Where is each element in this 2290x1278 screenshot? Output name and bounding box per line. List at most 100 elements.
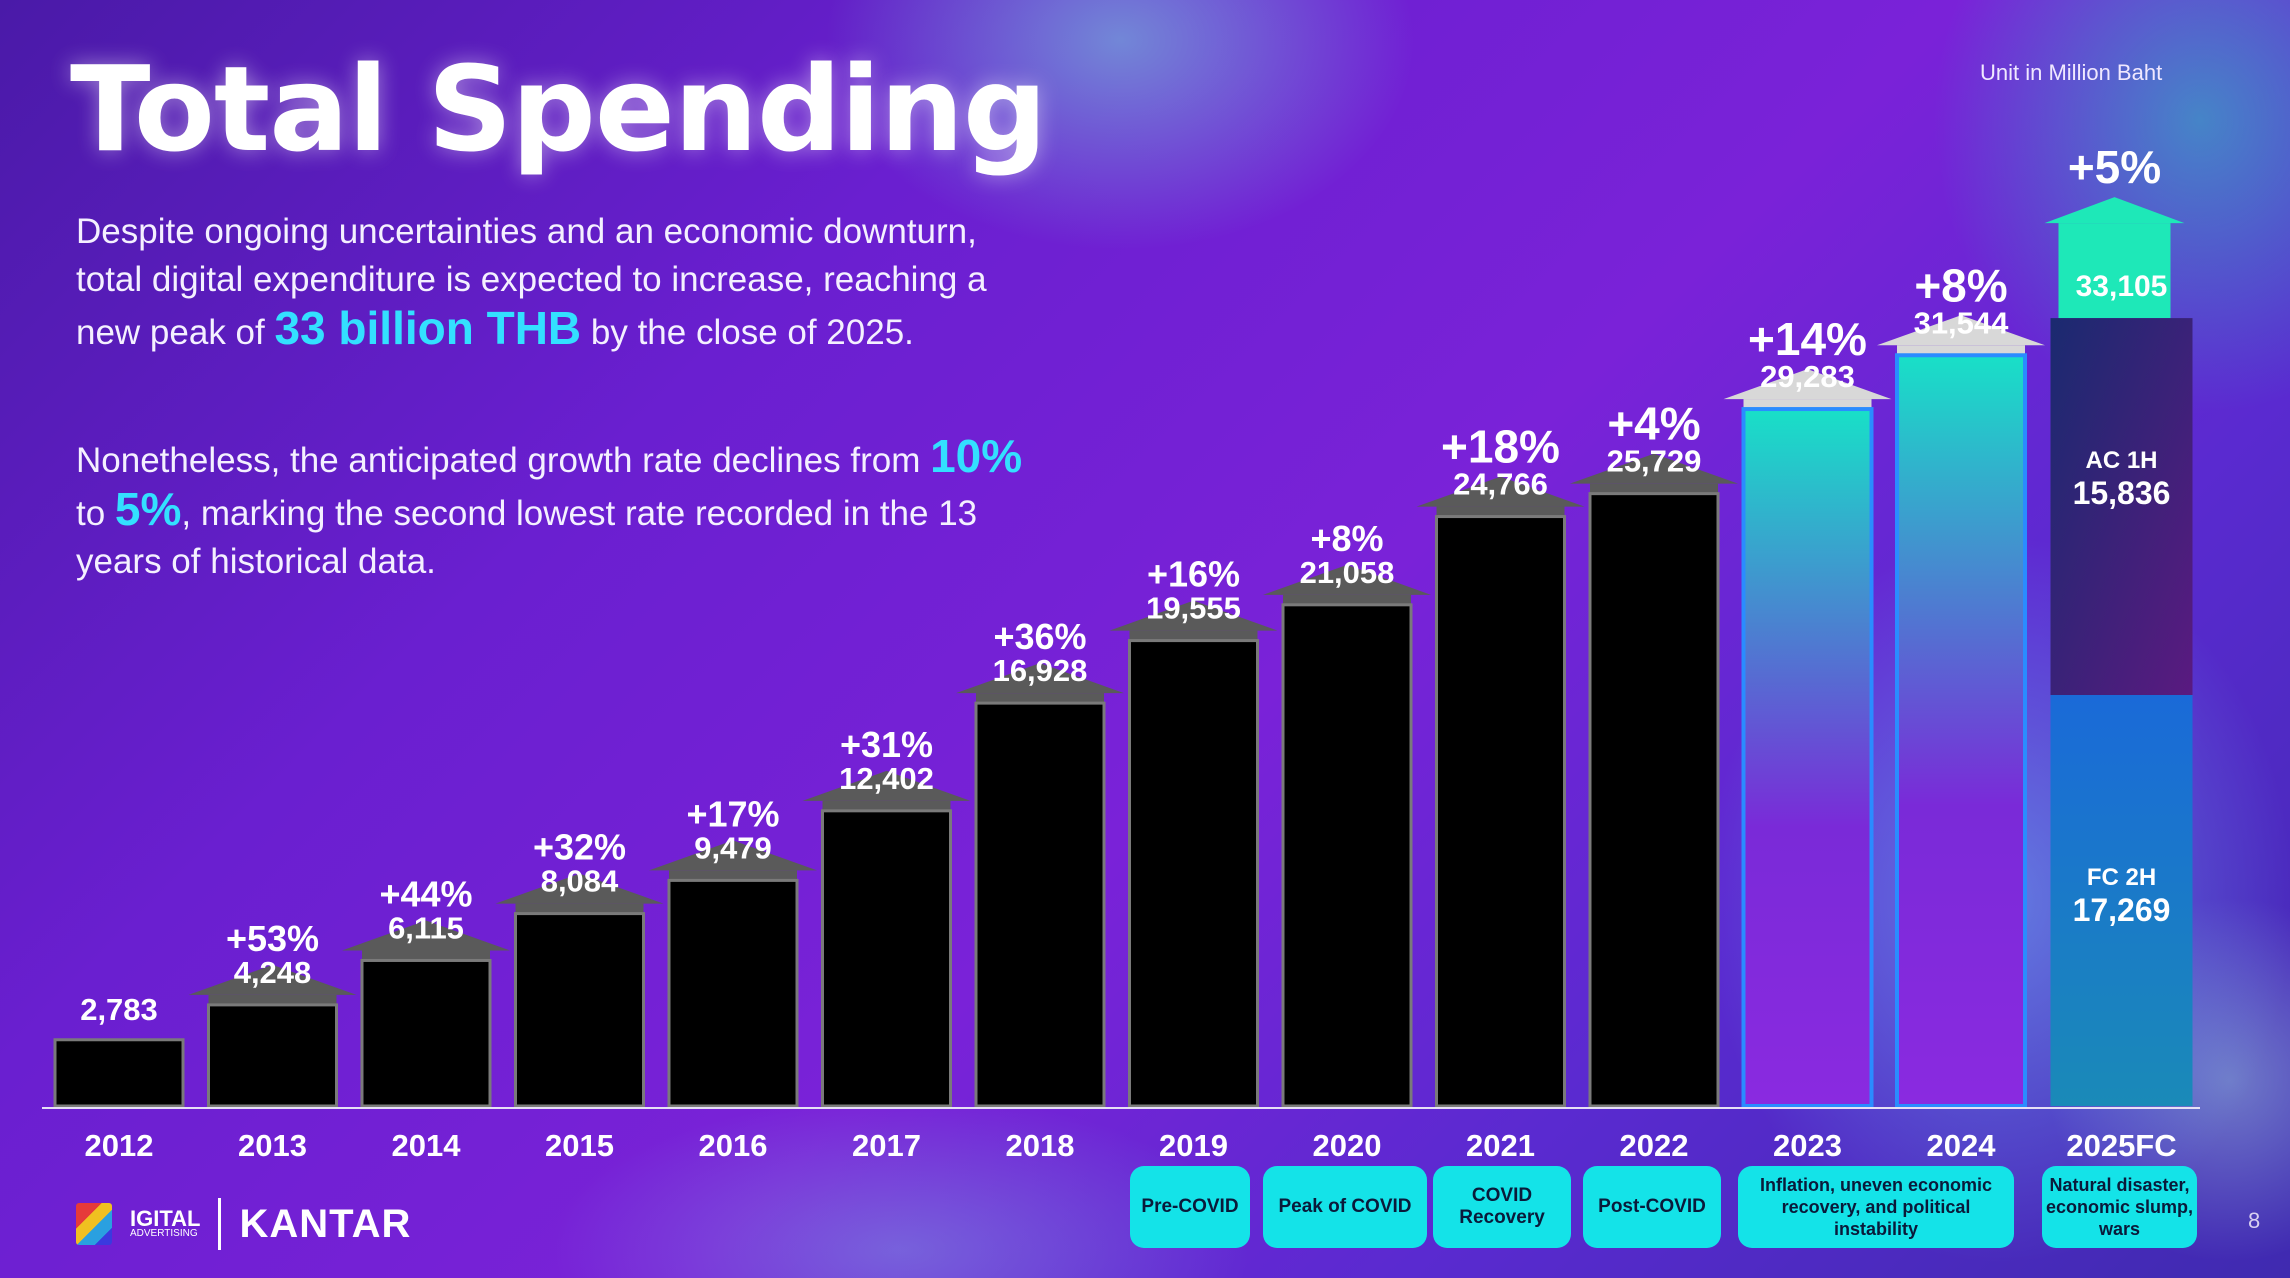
segment-value-ac-1h: 15,836 xyxy=(2073,475,2171,511)
growth-arrow-head xyxy=(342,920,510,951)
x-tick-label: 2024 xyxy=(1927,1128,1997,1163)
x-tick-label: 2017 xyxy=(852,1128,921,1163)
bar-2016 xyxy=(667,878,799,1108)
period-tag: Post-COVID xyxy=(1583,1166,1721,1248)
growth-label: +31% xyxy=(840,724,933,765)
growth-label: +8% xyxy=(1310,518,1383,559)
x-tick-label: 2025FC xyxy=(2066,1128,2176,1163)
growth-arrow-head xyxy=(956,663,1124,694)
period-tag: COVID Recovery xyxy=(1433,1166,1571,1248)
growth-arrow-head xyxy=(1109,600,1278,631)
growth-label: +16% xyxy=(1147,554,1240,595)
value-label: 33,105 xyxy=(2076,270,2168,303)
value-label: 31,544 xyxy=(1914,305,2010,340)
segment-name-fc-2h: FC 2H xyxy=(2087,864,2156,891)
logo-divider xyxy=(218,1198,222,1250)
value-label: 29,283 xyxy=(1760,359,1855,394)
growth-label: +36% xyxy=(993,616,1086,657)
growth-arrow-head xyxy=(802,770,971,801)
period-tag: Natural disaster, economic slump, wars xyxy=(2042,1166,2197,1248)
growth-label: +17% xyxy=(686,793,779,834)
growth-label: +8% xyxy=(1914,259,2007,311)
logo-brand-text: IGITAL xyxy=(130,1205,201,1231)
value-label: 2,783 xyxy=(80,992,158,1027)
value-label: 16,928 xyxy=(993,653,1088,688)
period-tag: Inflation, uneven economic recovery, and… xyxy=(1738,1166,2014,1248)
intro-text-b: by the close of 2025. xyxy=(581,313,914,352)
logo-group: IGITAL ADVERTISING KANTAR xyxy=(76,1198,411,1250)
growth-arrow-head xyxy=(1723,369,1892,400)
x-tick-label: 2016 xyxy=(699,1128,768,1163)
bar-2012 xyxy=(53,1038,185,1108)
growth-text-a: Nonetheless, the anticipated growth rate… xyxy=(76,441,931,480)
bar-2018 xyxy=(974,701,1106,1108)
x-tick-label: 2014 xyxy=(392,1128,462,1163)
bar-2024 xyxy=(1895,353,2027,1108)
page-title: Total Spending xyxy=(70,40,1047,178)
intro-highlight: 33 billion THB xyxy=(274,302,582,354)
x-tick-label: 2013 xyxy=(238,1128,307,1163)
growth-highlight-to: 5% xyxy=(114,483,182,535)
growth-arrow-body xyxy=(2058,223,2171,319)
bar-2025-ac-1h xyxy=(2050,318,2193,695)
period-tag: Peak of COVID xyxy=(1263,1166,1427,1248)
bar-2014 xyxy=(360,958,492,1108)
value-label: 21,058 xyxy=(1300,555,1395,590)
x-tick-label: 2018 xyxy=(1006,1128,1075,1163)
x-tick-label: 2019 xyxy=(1159,1128,1228,1163)
x-tick-label: 2021 xyxy=(1466,1128,1535,1163)
bar-2021 xyxy=(1435,515,1566,1108)
bar-2013 xyxy=(207,1003,338,1108)
bar-2022 xyxy=(1588,492,1720,1108)
growth-label: +44% xyxy=(379,873,472,914)
x-tick-label: 2022 xyxy=(1620,1128,1689,1163)
growth-arrow-head xyxy=(495,873,664,904)
bar-2015 xyxy=(514,912,645,1108)
page-number: 8 xyxy=(2248,1208,2261,1233)
digital-advertising-logo: IGITAL ADVERTISING xyxy=(130,1205,201,1239)
bar-2023 xyxy=(1741,407,1874,1109)
growth-label: +18% xyxy=(1441,421,1560,473)
intro-paragraph: Despite ongoing uncertainties and an eco… xyxy=(76,208,1036,357)
bars-layer: 2,783 2012 +53%4,248 2013 +44%6,115 2014 +32%8… xyxy=(53,141,2193,1163)
kantar-logo: KANTAR xyxy=(239,1201,412,1246)
segment-value-fc-2h: 17,269 xyxy=(2073,892,2171,928)
value-label: 4,248 xyxy=(234,955,312,990)
growth-arrow-head xyxy=(649,840,817,871)
unit-note: Unit in Million Baht xyxy=(1980,60,2163,85)
value-label: 8,084 xyxy=(541,864,619,899)
value-label: 9,479 xyxy=(694,830,772,865)
growth-label: +5% xyxy=(2068,141,2161,193)
x-tick-label: 2015 xyxy=(545,1128,614,1163)
growth-text-b: to xyxy=(76,494,115,533)
x-tick-label: 2020 xyxy=(1313,1128,1382,1163)
growth-arrow-head xyxy=(1877,315,2045,346)
growth-arrow-head xyxy=(1570,453,1738,484)
value-label: 12,402 xyxy=(839,761,934,796)
growth-label: +14% xyxy=(1748,313,1867,365)
x-tick-label: 2012 xyxy=(85,1128,154,1163)
bar-2017 xyxy=(821,809,952,1108)
growth-arrow-head xyxy=(188,964,357,995)
digital-advertising-logo-icon xyxy=(76,1203,112,1245)
value-label: 6,115 xyxy=(388,910,464,945)
growth-label: +4% xyxy=(1607,398,1700,450)
growth-label: +32% xyxy=(533,827,626,868)
value-label: 24,766 xyxy=(1453,467,1548,502)
intro-text-a: Despite ongoing uncertainties and an eco… xyxy=(76,212,987,352)
bar-2019 xyxy=(1128,639,1259,1108)
bar-2020 xyxy=(1281,603,1413,1108)
value-label: 25,729 xyxy=(1607,444,1702,479)
growth-arrow-head xyxy=(1263,564,1431,595)
growth-label: +53% xyxy=(226,918,319,959)
growth-text-c: , marking the second lowest rate recorde… xyxy=(76,494,978,581)
value-label: 19,555 xyxy=(1146,591,1241,626)
growth-arrow-head xyxy=(2044,197,2185,224)
segment-name-ac-1h: AC 1H xyxy=(2085,447,2157,474)
growth-arrow-head xyxy=(1416,476,1585,507)
bar-2025-fc-2h xyxy=(2050,694,2193,1106)
logo-brand-subtext: ADVERTISING xyxy=(130,1227,198,1239)
x-tick-label: 2023 xyxy=(1773,1128,1842,1163)
period-tag: Pre-COVID xyxy=(1130,1166,1250,1248)
